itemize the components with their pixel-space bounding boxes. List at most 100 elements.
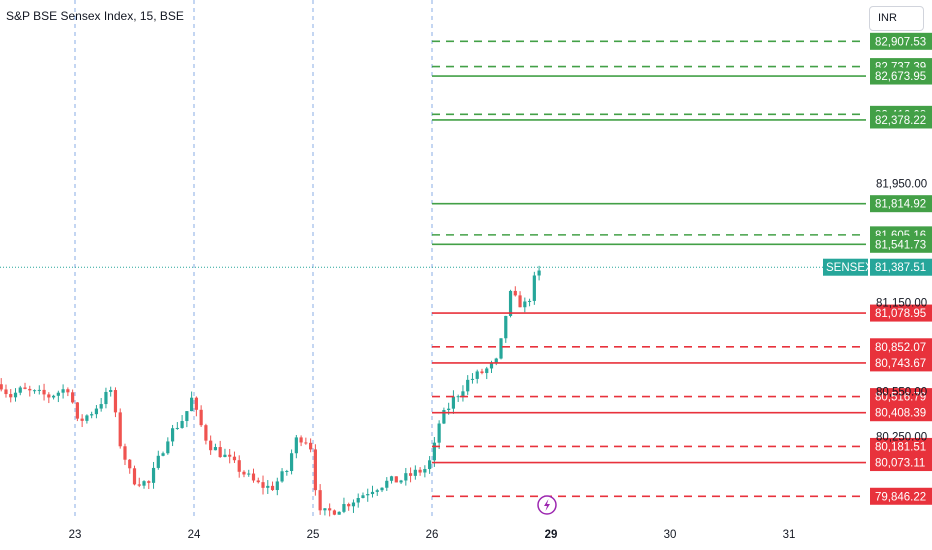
candle-body xyxy=(266,485,270,488)
candle xyxy=(299,435,303,447)
candle-body xyxy=(142,481,146,486)
candle xyxy=(175,422,179,430)
candle-body xyxy=(37,389,41,391)
date-tick-label: 23 xyxy=(69,529,82,541)
level-support: 80,743.67 xyxy=(432,354,932,372)
candle xyxy=(294,434,298,459)
candle-body xyxy=(109,390,113,392)
candle xyxy=(94,405,99,419)
candle-body xyxy=(356,497,360,503)
candle-body xyxy=(42,389,46,395)
candle-body xyxy=(447,408,451,411)
candle xyxy=(466,375,470,395)
candle xyxy=(337,511,341,515)
candle-body xyxy=(347,504,351,507)
candle-body xyxy=(190,397,194,412)
candle xyxy=(399,479,403,484)
candle xyxy=(423,465,427,478)
candle xyxy=(85,414,89,424)
candle xyxy=(47,392,51,404)
level-tag xyxy=(870,388,932,406)
candle-body xyxy=(494,358,498,364)
candle xyxy=(113,387,118,418)
level-tag xyxy=(870,195,932,213)
level-resistance: 81,814.92 xyxy=(432,195,932,213)
candle xyxy=(23,382,27,390)
candle-body xyxy=(304,442,308,444)
candle xyxy=(161,451,165,457)
candle xyxy=(394,476,398,483)
last-price-label: 81,387.51 xyxy=(875,262,926,274)
candle xyxy=(18,385,22,396)
candle-body xyxy=(61,389,65,393)
candle-body xyxy=(432,442,436,461)
candle-body xyxy=(285,470,289,472)
candle xyxy=(313,444,317,496)
currency-selector[interactable]: INR xyxy=(869,6,924,31)
candle xyxy=(318,484,322,515)
candle xyxy=(356,493,360,508)
level-tag-label: 82,907.53 xyxy=(875,36,926,48)
candle xyxy=(194,396,198,417)
candle xyxy=(494,357,498,366)
candle xyxy=(42,383,46,401)
candle-body xyxy=(404,473,408,481)
candle-body xyxy=(199,409,203,426)
candle-body xyxy=(213,447,218,451)
level-support: 79,846.22 xyxy=(432,487,932,505)
candle xyxy=(275,477,279,496)
level-support: 80,852.07 xyxy=(432,338,932,356)
date-tick-label: 25 xyxy=(307,529,320,541)
candle-body xyxy=(523,301,527,308)
candle xyxy=(151,461,156,489)
candle-body xyxy=(399,480,403,483)
candle xyxy=(513,286,517,297)
candle-body xyxy=(32,390,37,392)
candle xyxy=(213,443,218,451)
candle xyxy=(185,411,189,428)
candle-body xyxy=(437,423,441,443)
candle-body xyxy=(156,455,160,468)
candle-body xyxy=(385,480,389,488)
event-markers xyxy=(537,495,557,515)
candle-body xyxy=(80,418,84,421)
candle-body xyxy=(123,446,127,460)
level-lines: 82,907.5382,737.3982,673.9582,416.0882,3… xyxy=(432,32,932,505)
candle-body xyxy=(151,467,156,483)
candle-body xyxy=(47,394,51,398)
candle xyxy=(209,435,213,455)
candle-body xyxy=(194,397,198,410)
candle xyxy=(499,338,503,360)
candle-body xyxy=(380,487,384,491)
date-tick-label: 26 xyxy=(426,529,439,541)
candle-body xyxy=(23,387,27,389)
symbol-tag xyxy=(823,258,868,276)
candle xyxy=(156,450,160,470)
level-tag xyxy=(870,67,932,85)
candle-body xyxy=(513,290,517,296)
level-tag xyxy=(870,354,932,372)
candle-body xyxy=(351,502,356,507)
level-resistance: 81,541.73 xyxy=(432,235,932,253)
candle xyxy=(0,378,3,392)
candle xyxy=(385,477,389,491)
candle-body xyxy=(99,404,103,409)
candle-body xyxy=(13,392,18,398)
candle-body xyxy=(537,270,541,276)
candle xyxy=(66,387,70,397)
candle-body xyxy=(66,389,70,393)
candle-body xyxy=(4,389,8,395)
candle xyxy=(389,475,394,484)
candle-body xyxy=(532,275,536,301)
session-separators xyxy=(74,0,433,519)
candle xyxy=(132,465,137,486)
candle-body xyxy=(332,510,337,515)
candle-body xyxy=(370,491,375,495)
candle xyxy=(332,509,337,516)
candle xyxy=(4,384,8,398)
candle xyxy=(428,456,432,474)
last-price-line: SENSEX 81,387.51 xyxy=(0,258,932,276)
level-tag-label: 81,541.73 xyxy=(875,239,926,251)
candle-body xyxy=(361,495,365,498)
